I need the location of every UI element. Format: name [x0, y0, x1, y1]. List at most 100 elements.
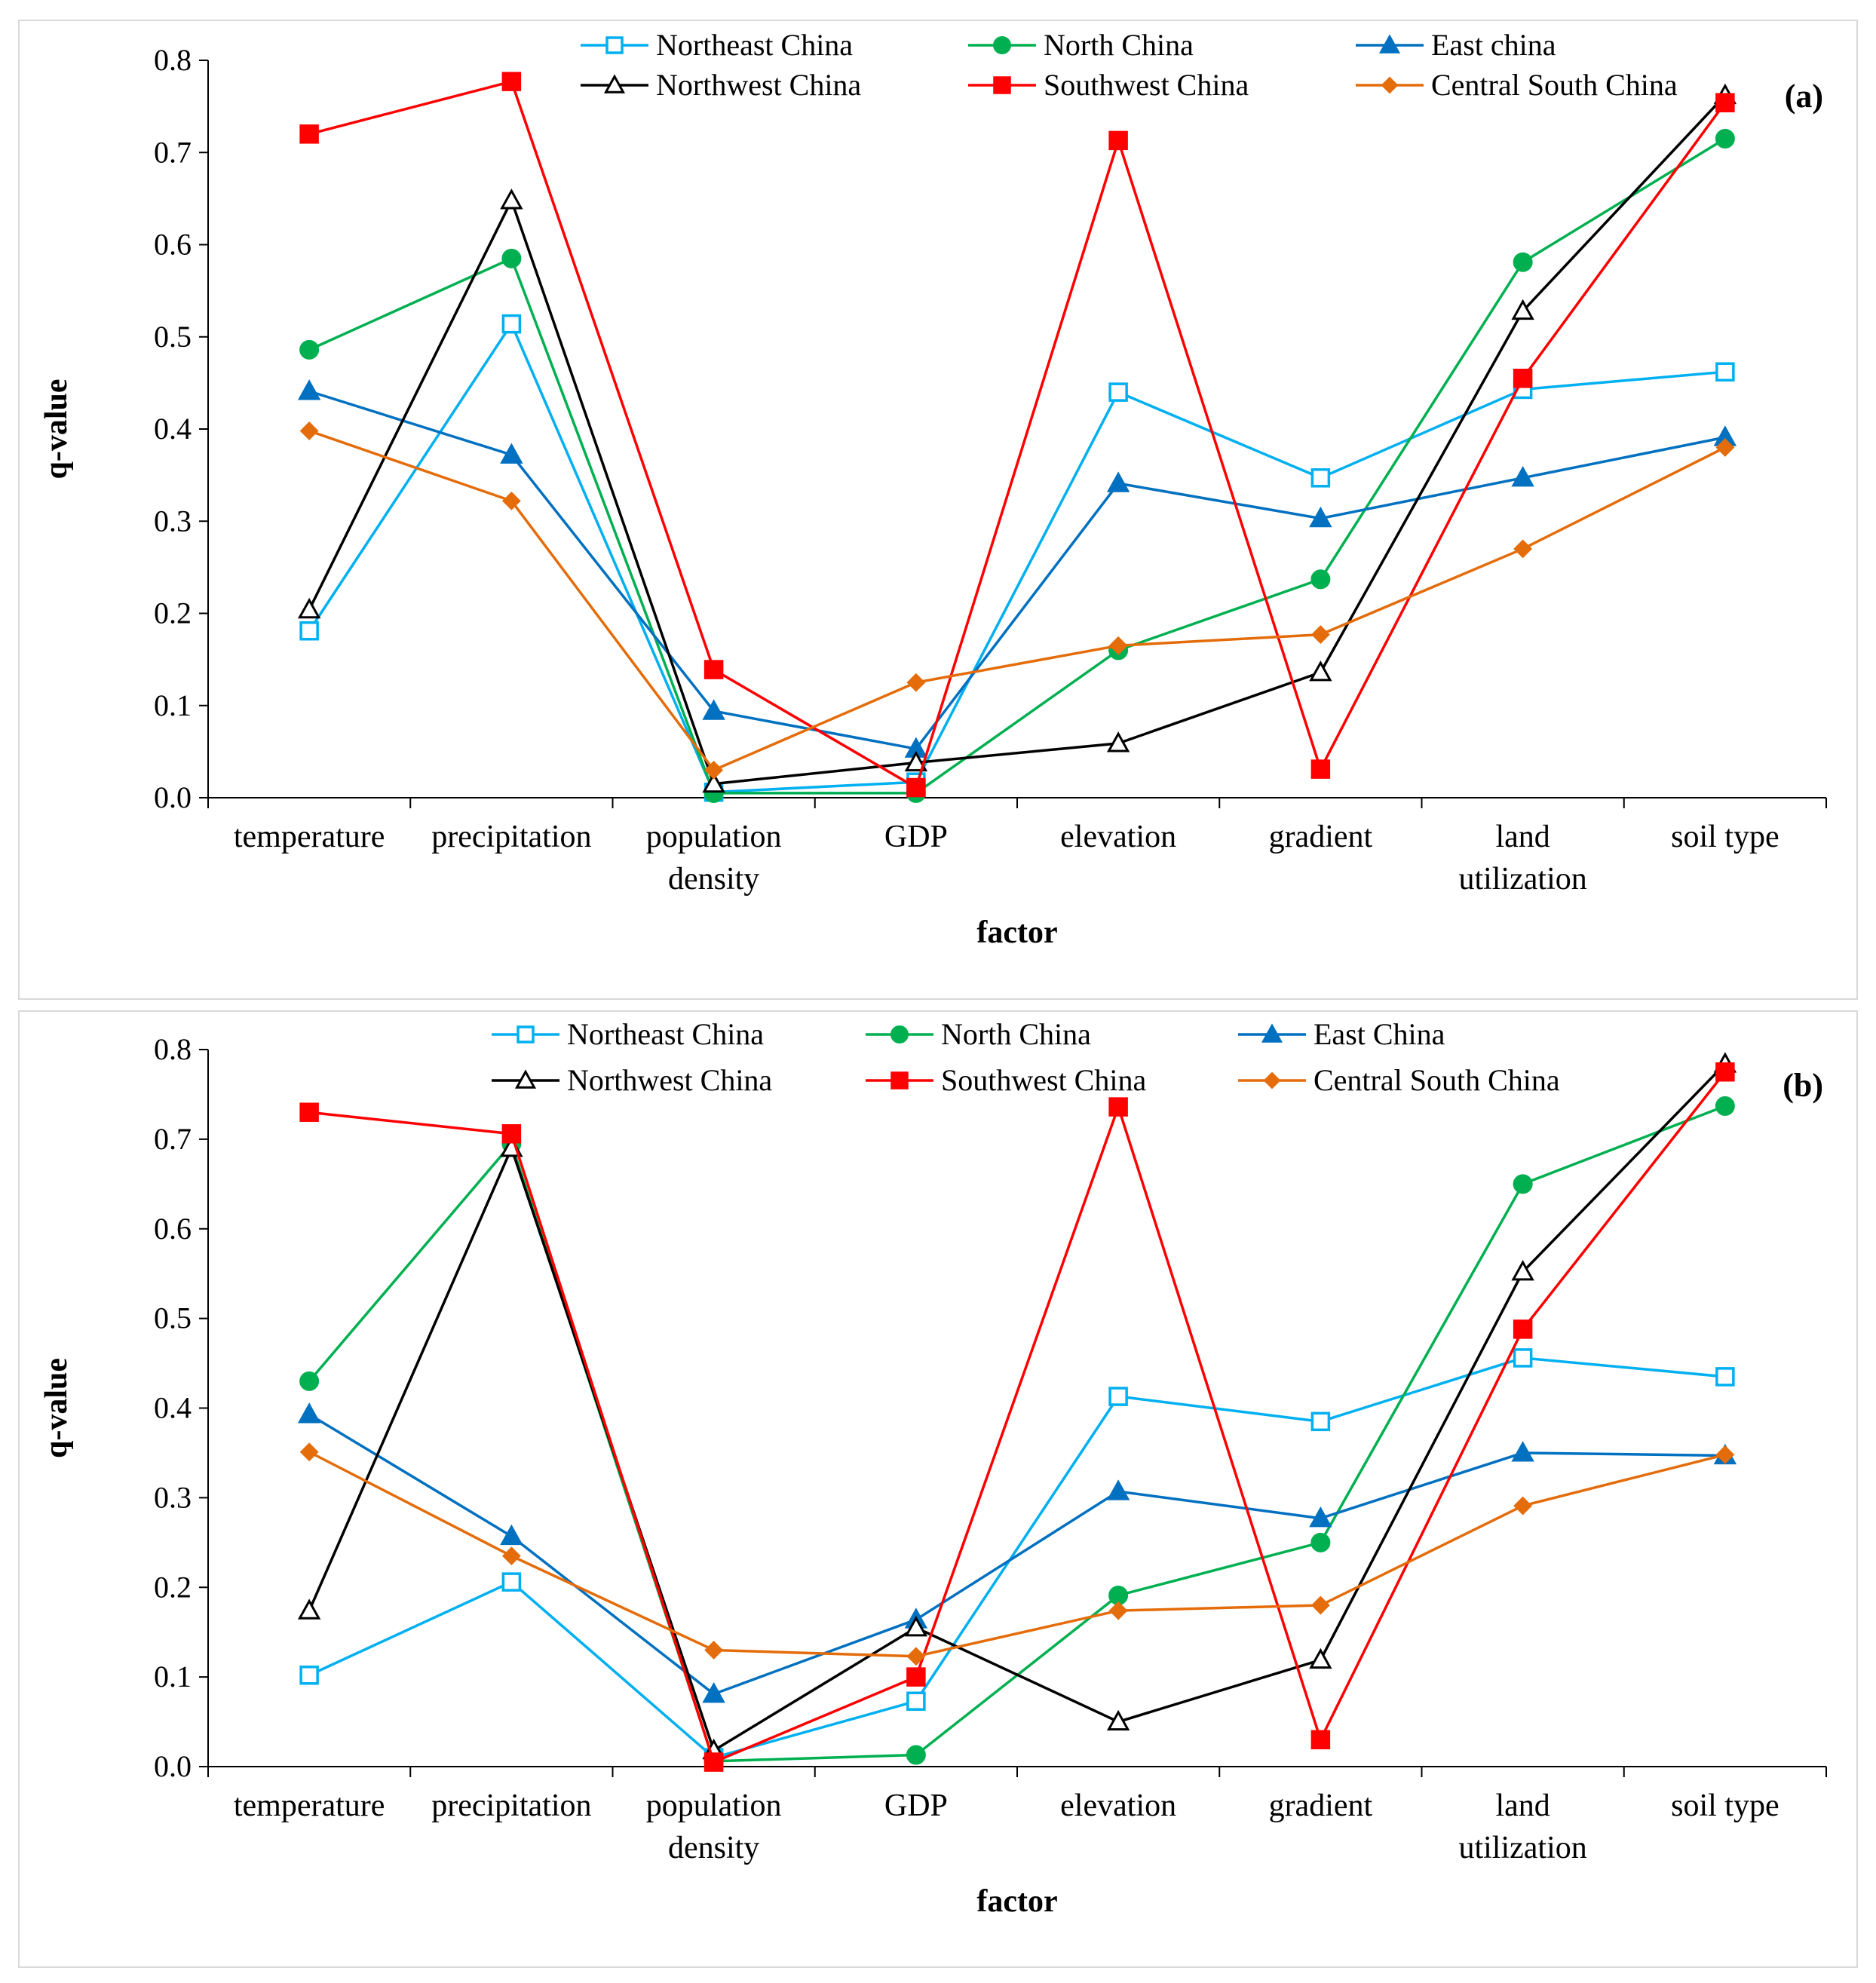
y-tick-label: 0.8	[154, 1032, 192, 1066]
data-point	[1715, 1096, 1735, 1116]
data-point	[702, 1681, 725, 1703]
legend-label: Northwest China	[656, 68, 861, 102]
legend-marker	[1261, 1023, 1283, 1043]
data-point	[500, 1524, 523, 1546]
line-chart-a: 0.0 0.1 0.2 0.3 0.4 0.5 0.6 0.7 0.8 temperature pr…	[39, 28, 1827, 950]
data-point	[1309, 1647, 1332, 1669]
legend-label: Northwest China	[567, 1063, 772, 1097]
series-line	[308, 1071, 1727, 1764]
data-point	[702, 771, 725, 793]
x-tick-label-population-density: population density	[646, 820, 782, 896]
data-point	[299, 421, 319, 440]
x-axis-title: factor	[976, 915, 1057, 950]
legend-item-central-south-china: Central South China	[1238, 1063, 1560, 1097]
legend-label: Southwest China	[1044, 68, 1249, 102]
y-tick-label: 0.3	[154, 504, 192, 538]
legend-label: Southwest China	[941, 1063, 1146, 1097]
series-central-south-china	[299, 421, 1735, 780]
x-tick-label-elevation: elevation	[1060, 1788, 1176, 1823]
legend-label: Central South China	[1314, 1063, 1560, 1097]
x-tick-label-soil-type: soil type	[1671, 820, 1779, 854]
data-point	[1106, 1479, 1130, 1500]
series-southwest-china	[299, 72, 1735, 798]
legend-label: Northeast China	[656, 28, 853, 62]
legend: Northeast China North China East china Nort…	[581, 28, 1678, 102]
data-point	[1310, 1730, 1331, 1750]
data-point	[297, 1402, 321, 1424]
y-tick-label: 0.6	[154, 1212, 192, 1246]
data-point	[1715, 93, 1735, 112]
legend-item-northeast-china: Northeast China	[581, 28, 853, 62]
data-point	[1513, 1496, 1533, 1516]
legend-marker	[890, 1025, 909, 1044]
series-north-china	[299, 128, 1735, 803]
x-tick-label-temperature: temperature	[234, 1788, 385, 1823]
data-point	[501, 1572, 522, 1592]
data-point	[1309, 660, 1332, 682]
data-point	[1106, 1709, 1130, 1731]
x-axis-title: factor	[976, 1884, 1057, 1919]
data-point	[1108, 1387, 1128, 1406]
y-tick-label: 0.0	[154, 1749, 192, 1783]
data-point	[904, 1616, 928, 1637]
data-point	[1715, 1445, 1735, 1464]
data-point	[1715, 128, 1735, 149]
data-point	[501, 491, 521, 510]
data-point	[1310, 468, 1331, 488]
y-tick-label: 0.7	[154, 135, 192, 169]
x-tick-label-gradient: gradient	[1269, 820, 1373, 854]
data-point	[906, 673, 926, 692]
legend-label: Northeast China	[567, 1017, 764, 1051]
data-point	[1513, 252, 1533, 272]
series-line	[308, 1062, 1727, 1752]
chart-panel-a: 0.0 0.1 0.2 0.3 0.4 0.5 0.6 0.7 0.8 temperature pr…	[18, 20, 1858, 1000]
y-axis-title: q-value	[39, 379, 74, 479]
y-tick-label: 0.2	[154, 1570, 192, 1604]
legend-item-central-south-china: Central South China	[1356, 68, 1678, 102]
legend-item-north-china: North China	[866, 1017, 1091, 1051]
data-point	[501, 72, 522, 91]
data-point	[1108, 1097, 1128, 1117]
data-point	[1108, 636, 1128, 655]
legend-marker	[603, 74, 626, 93]
x-tick-label-gradient: gradient	[1269, 1788, 1373, 1823]
legend-marker	[890, 1071, 909, 1090]
series-northeast-china	[299, 314, 1735, 802]
data-point	[1106, 471, 1130, 492]
data-point	[1108, 1601, 1128, 1620]
legend-marker	[993, 36, 1011, 54]
data-point	[1309, 506, 1332, 528]
data-point	[299, 621, 319, 641]
x-tick-label-gdp: GDP	[884, 1788, 948, 1823]
data-point	[1106, 731, 1130, 752]
legend-marker	[517, 1025, 535, 1044]
x-tick-label-elevation: elevation	[1060, 820, 1176, 854]
data-point	[500, 188, 523, 210]
data-point	[299, 1371, 320, 1391]
data-point	[1715, 438, 1735, 457]
y-tick-label: 0.5	[154, 320, 192, 354]
data-point	[1715, 362, 1735, 382]
series-line	[308, 429, 1726, 772]
series-line	[308, 137, 1726, 795]
x-tick-label-temperature: temperature	[234, 820, 385, 854]
data-point	[297, 379, 321, 400]
x-tick-label-soil-type: soil type	[1671, 1788, 1779, 1823]
legend-marker	[1263, 1071, 1281, 1090]
legend-item-northwest-china: Northwest China	[492, 1063, 772, 1097]
y-axis-title: q-value	[39, 1358, 74, 1458]
x-tick-label-precipitation: precipitation	[431, 820, 591, 854]
y-tick-label: 0.3	[154, 1480, 192, 1514]
legend-label: North China	[1044, 28, 1194, 62]
data-point	[1513, 1348, 1533, 1368]
series-southwest-china	[299, 1062, 1735, 1772]
legend-marker	[514, 1069, 537, 1089]
legend-marker	[1378, 34, 1401, 54]
legend-item-southwest-china: Southwest China	[866, 1063, 1146, 1097]
data-point	[906, 1647, 926, 1666]
chart-panel-b: 0.0 0.1 0.2 0.3 0.4 0.5 0.6 0.7 0.8 temperature pr…	[18, 1010, 1858, 1968]
data-point	[1310, 625, 1330, 645]
data-point	[501, 248, 522, 268]
data-point	[1310, 759, 1331, 779]
series-northwest-china	[297, 83, 1737, 793]
